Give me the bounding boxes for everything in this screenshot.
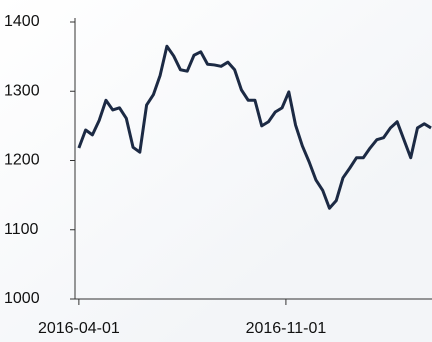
y-tick-label: 1000 bbox=[4, 290, 40, 307]
background-shape bbox=[180, 160, 432, 342]
y-tick-label: 1300 bbox=[4, 82, 40, 99]
y-tick-label: 1200 bbox=[4, 152, 40, 169]
price-line bbox=[77, 44, 432, 210]
y-tick-label: 1100 bbox=[4, 221, 39, 238]
x-tick-label: 2016-04-01 bbox=[38, 320, 120, 337]
y-tick-label: 1400 bbox=[4, 13, 40, 30]
x-tick-label: 2016-11-01 bbox=[246, 320, 327, 337]
plot-area bbox=[77, 44, 432, 210]
